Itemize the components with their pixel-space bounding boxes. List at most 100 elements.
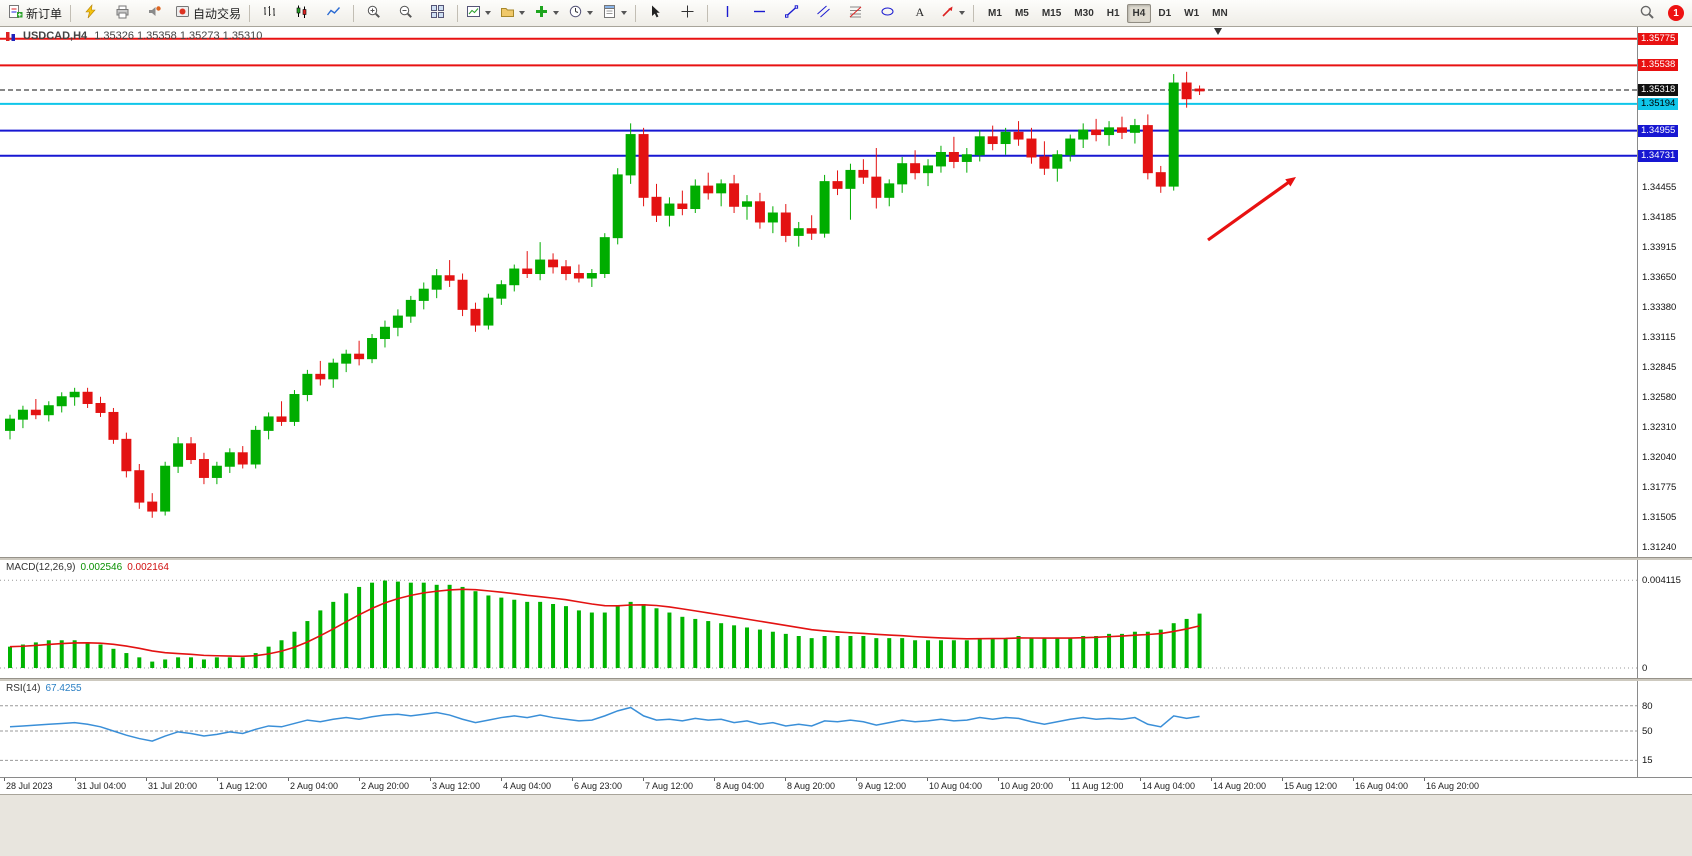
- arrows-button[interactable]: [936, 2, 969, 25]
- arrow-icon: [940, 4, 955, 22]
- vertical-line-button[interactable]: [712, 2, 743, 25]
- tile-windows-button[interactable]: [422, 2, 453, 25]
- line-chart-button[interactable]: [318, 2, 349, 25]
- new-order-button[interactable]: 新订单: [4, 2, 66, 25]
- y-axis-label: 1.33650: [1642, 271, 1677, 283]
- toolbar-separator: [353, 4, 355, 22]
- timeframe-button-w1[interactable]: W1: [1184, 7, 1200, 19]
- time-axis-label: 10 Aug 04:00: [929, 781, 983, 791]
- timeframe-button-m30[interactable]: M30: [1074, 7, 1094, 19]
- y-axis-label: 1.31240: [1642, 541, 1677, 553]
- text-button[interactable]: A: [904, 2, 935, 25]
- rsi-axis[interactable]: 80 50 15: [1637, 681, 1692, 777]
- price-line-label: 1.35194: [1638, 97, 1679, 110]
- chevron-down-icon: [485, 11, 492, 15]
- new-chart-button[interactable]: [462, 2, 495, 25]
- time-axis-tick: [146, 778, 147, 781]
- chart-window: USDCAD,H4 1.35326 1.35358 1.35273 1.3531…: [0, 27, 1692, 856]
- time-axis-label: 3 Aug 12:00: [432, 781, 481, 791]
- price-line-label: 1.34955: [1638, 124, 1679, 137]
- timeframe-button-mn[interactable]: MN: [1212, 7, 1228, 19]
- svg-text:A: A: [916, 5, 925, 19]
- timeframe-button-h4[interactable]: H4: [1126, 3, 1152, 23]
- time-axis-label: 2 Aug 04:00: [290, 781, 339, 791]
- channel-button[interactable]: [808, 2, 839, 25]
- timeframe-button-d1[interactable]: D1: [1158, 7, 1172, 19]
- zoom-out-button[interactable]: [390, 2, 421, 25]
- y-axis-label: 1.33115: [1642, 331, 1676, 343]
- chart-shift-marker-icon[interactable]: [1214, 28, 1222, 35]
- macd-plot[interactable]: MACD(12,26,9) 0.002546 0.002164: [0, 560, 1637, 678]
- templates-icon: [602, 4, 617, 22]
- macd-value: 0.002546: [80, 562, 123, 573]
- panel-resize-divider[interactable]: [0, 557, 1692, 560]
- toolbar: 新订单 自动交易 A M1 M: [0, 0, 1692, 27]
- y-axis-label: 1.31775: [1642, 481, 1677, 493]
- candlestick-button[interactable]: [286, 2, 317, 25]
- templates-button[interactable]: [598, 2, 631, 25]
- new-order-icon: [8, 4, 23, 22]
- zoom-in-button[interactable]: [358, 2, 389, 25]
- macd-panel: MACD(12,26,9) 0.002546 0.002164 0.004115…: [0, 560, 1692, 678]
- notification-badge[interactable]: 1: [1668, 5, 1684, 21]
- time-axis-tick: [4, 778, 5, 781]
- zoom-out-icon: [398, 4, 413, 22]
- shapes-button[interactable]: [872, 2, 903, 25]
- y-axis-label: 1.32310: [1642, 422, 1677, 434]
- news-button[interactable]: [139, 2, 170, 25]
- chevron-down-icon: [587, 11, 594, 15]
- time-axis[interactable]: 28 Jul 2023 31 Jul 04:00 31 Jul 20:00 1 Aug…: [0, 777, 1692, 794]
- time-axis-tick: [75, 778, 76, 781]
- trendline-icon: [784, 4, 799, 22]
- horizontal-line-button[interactable]: [744, 2, 775, 25]
- crosshair-icon: [680, 4, 695, 22]
- trendline-button[interactable]: [776, 2, 807, 25]
- ellipse-icon: [880, 4, 895, 22]
- price-chart-plot[interactable]: USDCAD,H4 1.35326 1.35358 1.35273 1.3531…: [0, 27, 1637, 557]
- symbol-icon: [6, 31, 16, 42]
- time-axis-label: 11 Aug 12:00: [1071, 781, 1124, 791]
- timeframe-button-m1[interactable]: M1: [988, 7, 1002, 19]
- time-axis-label: 4 Aug 04:00: [503, 781, 552, 791]
- profiles-button[interactable]: [496, 2, 529, 25]
- new-chart-icon: [466, 4, 481, 22]
- bar-chart-button[interactable]: [254, 2, 285, 25]
- chevron-down-icon: [519, 11, 526, 15]
- crosshair-button[interactable]: [672, 2, 703, 25]
- fibonacci-button[interactable]: [840, 2, 871, 25]
- toolbar-separator: [635, 4, 637, 22]
- print-button[interactable]: [107, 2, 138, 25]
- clock-icon: [568, 4, 583, 22]
- timeframe-button-m15[interactable]: M15: [1041, 7, 1062, 19]
- new-order-label: 新订单: [26, 6, 63, 21]
- time-axis-tick: [714, 778, 715, 781]
- metaeditor-button[interactable]: [75, 2, 106, 25]
- chart-title: USDCAD,H4 1.35326 1.35358 1.35273 1.3531…: [6, 30, 262, 42]
- y-axis-label: 1.32580: [1642, 391, 1677, 403]
- timeframe-button-m5[interactable]: M5: [1014, 7, 1029, 19]
- fibonacci-icon: [848, 4, 863, 22]
- time-axis-label: 1 Aug 12:00: [219, 781, 268, 791]
- macd-chart[interactable]: [0, 560, 1637, 678]
- auto-trading-icon: [175, 4, 190, 22]
- time-axis-tick: [927, 778, 928, 781]
- rsi-plot[interactable]: RSI(14) 67.4255: [0, 681, 1637, 777]
- auto-trading-button[interactable]: 自动交易: [171, 2, 245, 25]
- price-chart[interactable]: [0, 27, 1637, 557]
- main-chart-panel: USDCAD,H4 1.35326 1.35358 1.35273 1.3531…: [0, 27, 1692, 557]
- lightning-icon: [83, 4, 98, 22]
- annotation-arrow-head[interactable]: [1285, 177, 1296, 187]
- rsi-axis-label: 50: [1642, 726, 1653, 737]
- panel-resize-divider[interactable]: [0, 678, 1692, 681]
- indicators-button[interactable]: [530, 2, 563, 25]
- search-button[interactable]: [1631, 2, 1662, 25]
- y-axis-label: 1.31505: [1642, 512, 1677, 524]
- periods-button[interactable]: [564, 2, 597, 25]
- price-axis[interactable]: 1.34455 1.34185 1.33915 1.33650 1.33380 1.331…: [1637, 27, 1692, 557]
- rsi-chart[interactable]: [0, 681, 1637, 777]
- macd-axis[interactable]: 0.004115 0: [1637, 560, 1692, 678]
- time-axis-tick: [643, 778, 644, 781]
- timeframe-button-h1[interactable]: H1: [1106, 7, 1120, 19]
- cursor-button[interactable]: [640, 2, 671, 25]
